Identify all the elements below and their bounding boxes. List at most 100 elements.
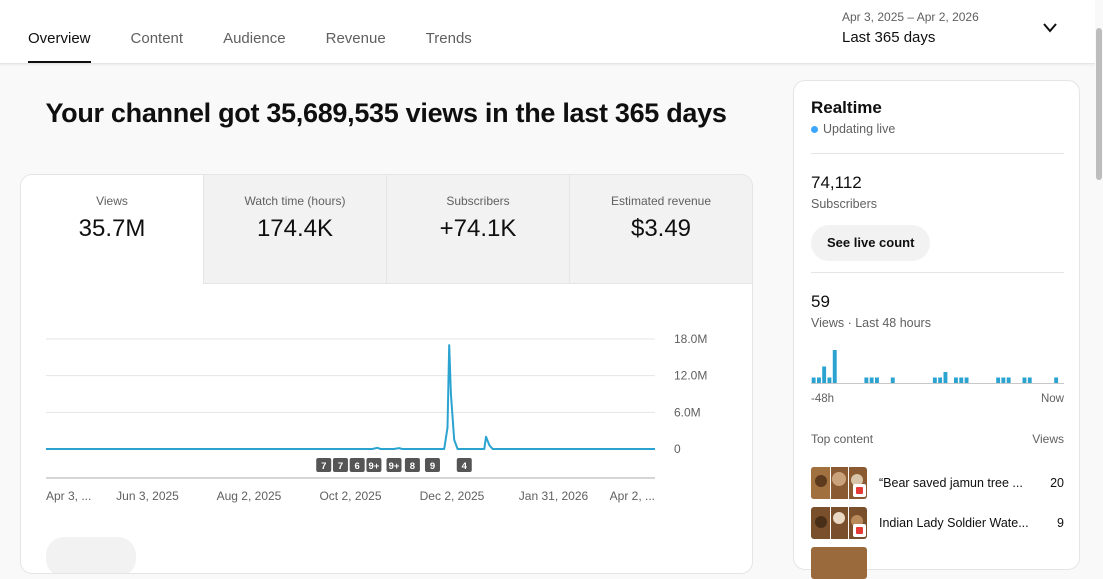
video-title: Indian Lady Soldier Wate... (879, 516, 1029, 530)
overview-card: Views 35.7M Watch time (hours) 174.4K Su… (20, 174, 753, 574)
date-range-dates: Apr 3, 2025 – Apr 2, 2026 (842, 10, 979, 24)
tab-revenue[interactable]: Revenue (325, 30, 386, 47)
tab-audience[interactable]: Audience (223, 30, 286, 47)
realtime-bar (875, 377, 879, 383)
x-tick-label: Jun 3, 2025 (116, 489, 179, 503)
views-line-chart[interactable]: 18.0M 12.0M 6.0M 0 7 7 6 9+ 9+ 8 9 4 Apr 3, ... Jun 3… (21, 305, 753, 515)
metric-tab-watch-time[interactable]: Watch time (hours) 174.4K (203, 175, 386, 284)
views-series-line (46, 344, 655, 450)
metric-tabs: Views 35.7M Watch time (hours) 174.4K Su… (21, 175, 752, 284)
y-tick-label: 12.0M (674, 369, 707, 383)
top-content-views-label: Views (1032, 432, 1064, 446)
realtime-bar (964, 377, 969, 383)
live-status-label: Updating live (823, 122, 896, 136)
metric-label: Estimated revenue (610, 194, 712, 208)
metric-value: 174.4K (256, 215, 334, 242)
video-marker-label: 7 (338, 461, 343, 472)
realtime-bar (959, 377, 964, 383)
realtime-bar (890, 377, 895, 383)
realtime-bar (943, 372, 948, 383)
date-range-picker[interactable]: Apr 3, 2025 – Apr 2, 2026 Last 365 days (842, 8, 1072, 54)
chevron-down-icon (1043, 23, 1057, 33)
mini-chart-start-label: -48h (811, 393, 835, 405)
scrollbar-thumb[interactable] (1096, 28, 1102, 180)
video-views: 9 (1057, 516, 1064, 530)
video-marker (366, 458, 382, 472)
video-marker (349, 458, 365, 472)
realtime-title: Realtime (811, 98, 882, 117)
realtime-bar (811, 377, 816, 383)
metric-value: 35.7M (78, 215, 146, 242)
realtime-bar (932, 377, 937, 383)
x-tick-label: Jan 31, 2026 (519, 489, 589, 503)
x-tick-label: Dec 2, 2025 (420, 489, 485, 503)
live-dot-icon (811, 125, 818, 133)
realtime-bar (822, 366, 827, 383)
date-range-label: Last 365 days (842, 29, 936, 46)
video-marker-label: 9+ (389, 461, 400, 472)
video-marker-label: 6 (355, 461, 360, 472)
realtime-views-bar-chart[interactable] (811, 344, 1064, 386)
video-marker (404, 458, 420, 472)
realtime-views-count: 59 (811, 292, 830, 311)
top-content-row[interactable]: Indian Lady Soldier Wate... 9 (811, 507, 1064, 539)
divider (811, 272, 1064, 273)
video-marker-label: 9 (430, 461, 435, 472)
divider (811, 153, 1064, 154)
x-tick-label: Apr 2, ... (610, 489, 655, 503)
x-tick-label: Oct 2, 2025 (319, 489, 381, 503)
metric-label: Subscribers (446, 194, 510, 208)
x-tick-label: Apr 3, ... (46, 489, 91, 503)
video-views: 20 (1050, 476, 1064, 490)
video-marker-label: 8 (410, 461, 415, 472)
tab-trends[interactable]: Trends (425, 30, 472, 47)
realtime-subscriber-label: Subscribers (811, 197, 877, 211)
metric-tab-views[interactable]: Views 35.7M (21, 175, 203, 284)
metric-label: Views (96, 194, 128, 208)
metric-value: +74.1K (439, 215, 517, 242)
video-marker (456, 458, 472, 472)
analytics-tabs: Overview Content Audience Revenue Trends (28, 0, 512, 64)
metric-tab-subscribers[interactable]: Subscribers +74.1K (386, 175, 569, 284)
tab-overview[interactable]: Overview (28, 0, 91, 64)
video-marker-label: 7 (321, 461, 326, 472)
video-thumbnail (811, 507, 867, 539)
x-tick-label: Aug 2, 2025 (217, 489, 282, 503)
realtime-bar (817, 377, 821, 383)
y-tick-label: 18.0M (674, 332, 707, 346)
realtime-bar (832, 350, 837, 383)
realtime-subscriber-count: 74,112 (811, 173, 862, 192)
realtime-bar (864, 377, 869, 383)
top-nav: Overview Content Audience Revenue Trends… (0, 0, 1103, 64)
realtime-bar (954, 377, 958, 383)
see-more-button[interactable] (46, 537, 136, 573)
top-content-header: Top content Views (811, 432, 1064, 446)
mini-chart-end-label: Now (1040, 393, 1064, 405)
realtime-bar (827, 377, 832, 383)
realtime-bar (869, 377, 874, 383)
live-status: Updating live (811, 122, 895, 136)
metric-label: Watch time (hours) (244, 194, 346, 208)
page-headline: Your channel got 35,689,535 views in the… (45, 98, 727, 128)
realtime-card: Realtime Updating live 74,112 Subscriber… (793, 80, 1080, 579)
video-thumbnail (811, 467, 867, 499)
realtime-bar (1001, 377, 1006, 383)
video-marker (332, 458, 348, 472)
page-scrollbar[interactable] (1095, 0, 1103, 549)
top-content-row[interactable] (811, 547, 1064, 579)
realtime-bar (1054, 377, 1059, 383)
top-content-label: Top content (811, 432, 874, 446)
video-thumbnail (811, 547, 867, 579)
realtime-views-label: Views · Last 48 hours (811, 316, 931, 330)
y-tick-label: 6.0M (674, 405, 701, 419)
see-live-count-button[interactable]: See live count (811, 225, 931, 261)
metric-tab-revenue[interactable]: Estimated revenue $3.49 (569, 175, 752, 284)
realtime-bar (1027, 377, 1032, 383)
tab-content[interactable]: Content (130, 30, 184, 47)
realtime-bar (996, 377, 1001, 383)
video-marker-label: 4 (462, 461, 468, 472)
top-content-row[interactable]: “Bear saved jamun tree ... 20 (811, 467, 1064, 499)
video-marker-label: 9+ (369, 461, 380, 472)
realtime-bar (1006, 377, 1011, 383)
video-title: “Bear saved jamun tree ... (879, 476, 1023, 490)
